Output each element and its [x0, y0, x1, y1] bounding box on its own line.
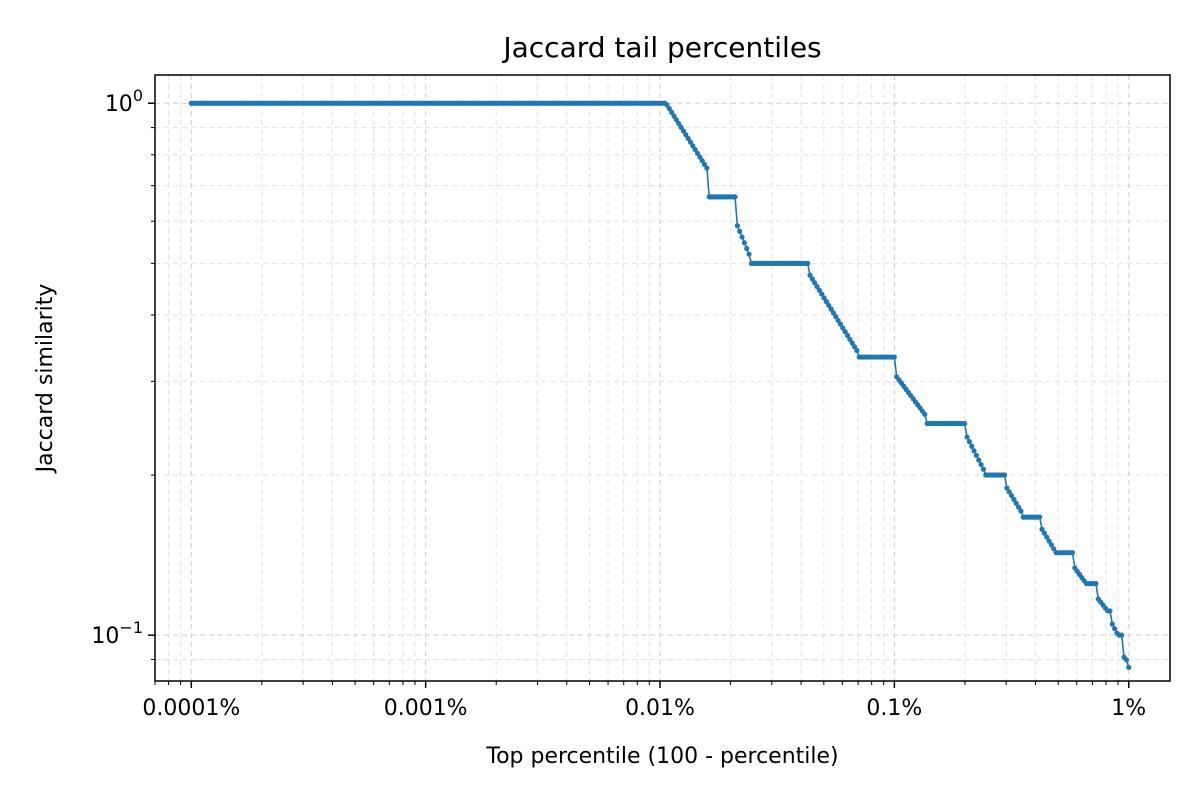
data-point: [1011, 496, 1017, 503]
data-point: [849, 340, 855, 346]
data-point: [1112, 626, 1118, 632]
data-point: [732, 194, 738, 200]
data-point: [699, 158, 705, 164]
data-point: [966, 439, 972, 445]
data-point: [701, 161, 708, 168]
data-point: [828, 306, 834, 312]
y-tick-label: 10−1: [91, 618, 143, 649]
data-point: [1008, 493, 1015, 499]
data-point: [922, 411, 928, 417]
data-point: [1107, 608, 1113, 614]
data-point: [697, 154, 703, 160]
data-point: [694, 150, 701, 156]
x-tick-label: 0.001%: [384, 696, 468, 721]
data-point: [973, 452, 980, 459]
data-point: [1039, 526, 1045, 532]
data-point: [891, 354, 897, 360]
tick-labels: 0.0001% 0.001% 0.01% 0.1% 1% 100 10−1: [91, 86, 1146, 721]
data-point: [1044, 534, 1050, 540]
data-point: [830, 310, 837, 316]
x-tick-label: 1%: [1111, 696, 1146, 721]
data-point: [969, 443, 975, 449]
data-point: [844, 332, 851, 339]
data-point: [1006, 489, 1012, 495]
data-point: [1004, 485, 1010, 491]
data-point: [805, 260, 811, 266]
data-point: [821, 295, 827, 301]
data-point: [741, 240, 747, 246]
data-point: [669, 109, 675, 116]
data-point: [676, 120, 682, 127]
data-point: [1126, 664, 1132, 670]
data-point: [1109, 621, 1115, 627]
chart-title: Jaccard tail percentiles: [501, 31, 821, 64]
data-point: [1123, 657, 1129, 663]
data-point: [847, 336, 853, 342]
data-point: [978, 462, 984, 468]
data-point: [816, 287, 822, 293]
data-point: [746, 251, 752, 257]
data-point: [1093, 581, 1099, 587]
data-point: [835, 317, 841, 324]
data-point: [809, 276, 815, 282]
data-point: [692, 146, 698, 153]
data-point: [1119, 632, 1125, 638]
data-point: [683, 132, 689, 138]
data-point: [976, 457, 982, 463]
data-point: [851, 344, 858, 350]
x-axis-label: Top percentile (100 - percentile): [485, 744, 838, 769]
y-tick-label: 100: [105, 86, 143, 117]
data-point: [1015, 504, 1022, 510]
data-point: [807, 272, 813, 278]
data-point: [671, 113, 677, 119]
data-point: [1037, 514, 1043, 520]
x-tick-label: 0.0001%: [142, 696, 240, 721]
data-point: [739, 234, 745, 240]
data-point: [812, 280, 818, 286]
data-point: [980, 466, 987, 472]
data-point: [854, 347, 860, 354]
data-point: [1069, 550, 1076, 556]
axis-ticks: [148, 102, 1130, 688]
data-point: [826, 302, 832, 308]
data-point: [1046, 538, 1052, 544]
data-point: [664, 102, 670, 108]
data-point: [833, 314, 839, 320]
data-point: [842, 329, 848, 335]
data-point: [678, 124, 684, 130]
data-point: [1051, 546, 1057, 552]
data-point: [1018, 508, 1024, 514]
x-tick-label: 0.01%: [625, 696, 695, 721]
data-point: [734, 223, 740, 229]
data-point: [704, 165, 710, 171]
data-point: [964, 434, 970, 440]
y-axis-label: Jaccard similarity: [33, 284, 58, 475]
data-point: [840, 325, 846, 331]
data-point: [962, 420, 968, 427]
data-point: [737, 228, 743, 234]
data-point: [814, 283, 820, 290]
data-point: [687, 139, 694, 145]
data-point: [666, 106, 672, 112]
data-point: [1013, 500, 1019, 506]
data-point: [971, 448, 977, 454]
data-point: [819, 291, 825, 297]
x-tick-label: 0.1%: [866, 696, 922, 721]
minor-grid: [154, 75, 1170, 681]
data-point: [744, 245, 750, 252]
data-point: [1041, 530, 1047, 536]
data-point: [823, 299, 830, 305]
series-layer: [188, 100, 1132, 670]
data-point: [1001, 472, 1008, 478]
data-point: [1048, 542, 1054, 548]
data-point: [673, 117, 680, 123]
data-point: [685, 135, 691, 142]
plot-frame: [154, 74, 1171, 682]
data-point: [690, 143, 696, 149]
data-point: [837, 321, 844, 327]
data-point: [680, 128, 687, 134]
